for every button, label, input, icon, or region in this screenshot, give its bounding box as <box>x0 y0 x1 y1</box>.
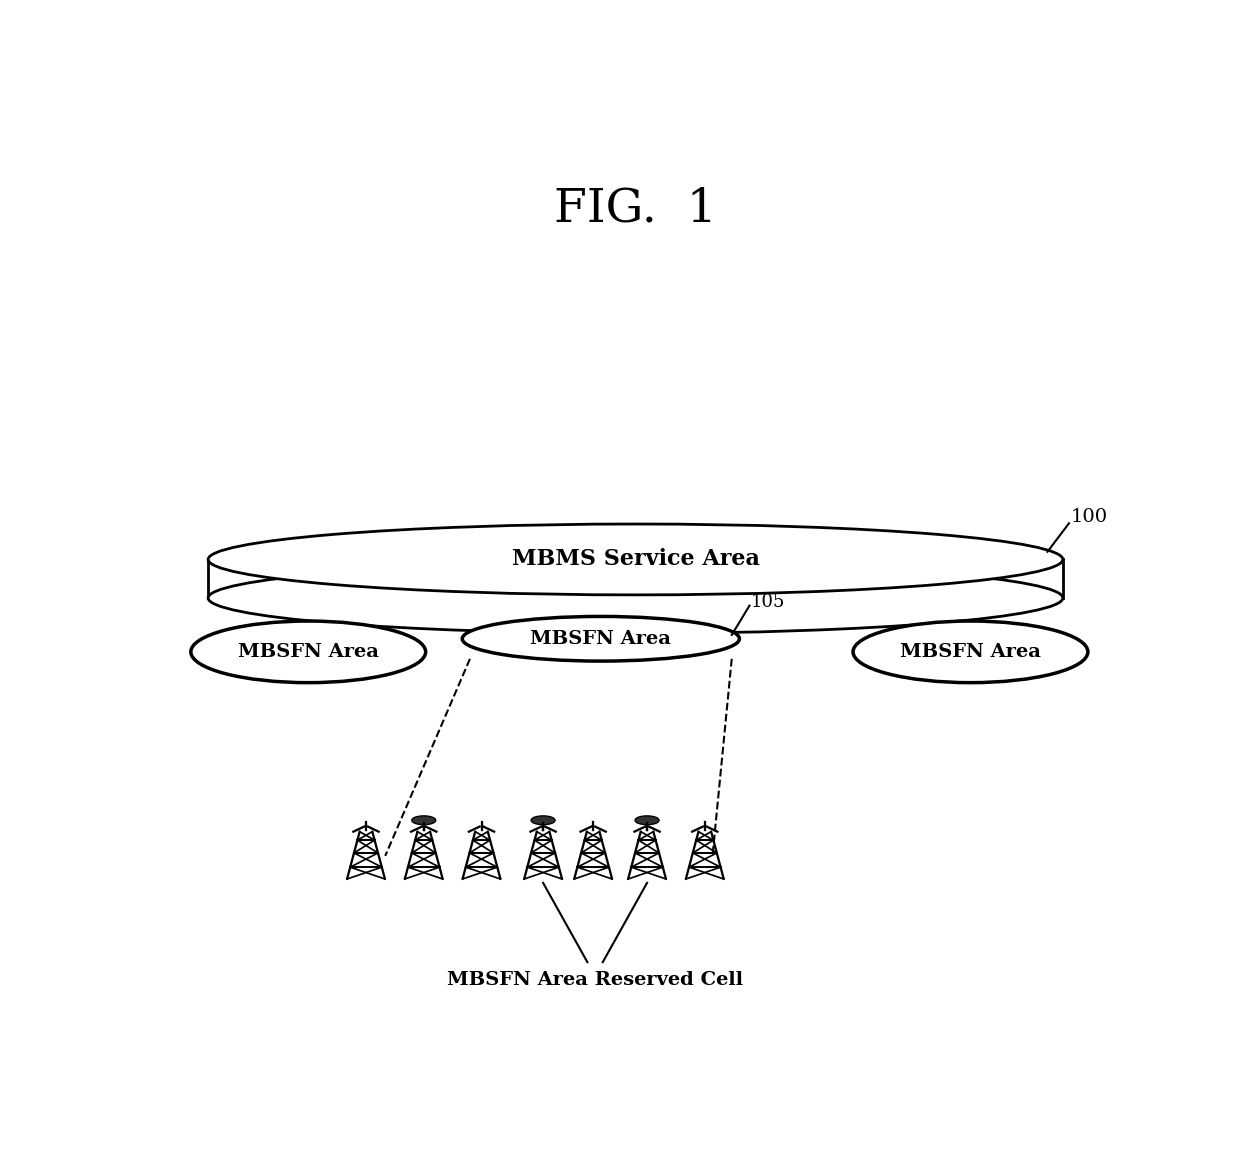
Text: MBSFN Area: MBSFN Area <box>531 630 671 648</box>
Ellipse shape <box>412 816 435 825</box>
Ellipse shape <box>463 616 739 661</box>
Text: 100: 100 <box>1070 508 1107 527</box>
Text: MBSFN Area: MBSFN Area <box>238 643 378 661</box>
Ellipse shape <box>635 816 658 825</box>
Ellipse shape <box>208 524 1063 595</box>
Text: MBSFN Area: MBSFN Area <box>900 643 1040 661</box>
Ellipse shape <box>191 621 425 683</box>
Text: 105: 105 <box>751 593 785 610</box>
Text: MBMS Service Area: MBMS Service Area <box>512 549 759 571</box>
Text: FIG.  1: FIG. 1 <box>554 186 717 232</box>
Ellipse shape <box>208 563 1063 634</box>
Text: MBSFN Area Reserved Cell: MBSFN Area Reserved Cell <box>446 972 743 989</box>
Ellipse shape <box>531 816 556 825</box>
Ellipse shape <box>853 621 1087 683</box>
